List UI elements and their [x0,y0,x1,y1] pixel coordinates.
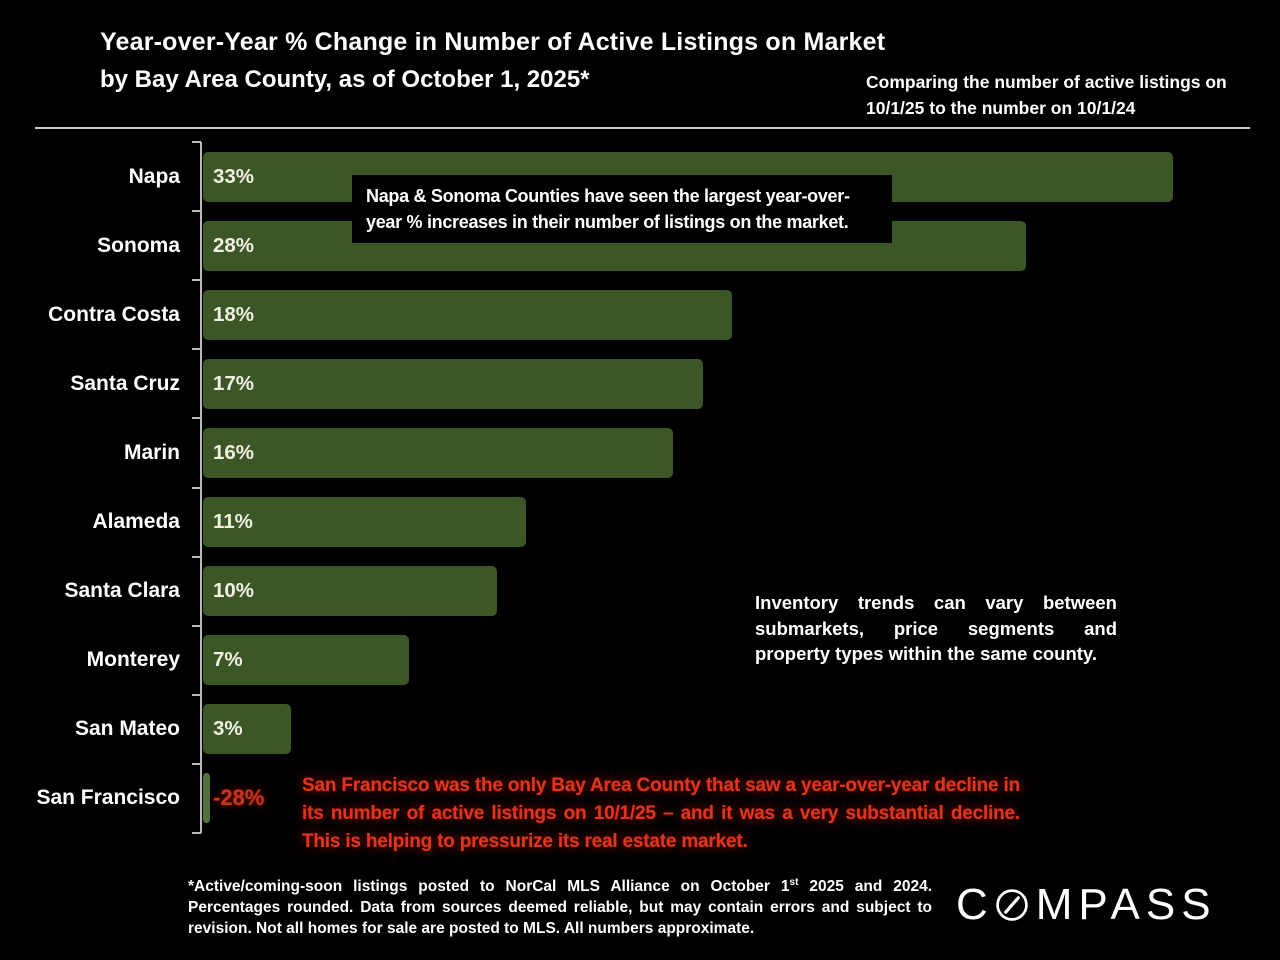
value-label: 11% [213,510,253,534]
axis-tick [192,624,201,627]
bar [203,773,210,824]
axis-tick [192,486,201,489]
category-label: San Francisco [36,786,180,810]
bar [203,497,526,548]
value-label: 7% [213,648,243,672]
compass-logo-letter-c: C [956,880,994,929]
axis-tick [192,832,201,834]
axis-tick [192,279,201,282]
page-title: Year-over-Year % Change in Number of Act… [100,28,886,56]
compass-o-icon [994,887,1030,923]
category-label: Sonoma [97,233,180,257]
value-label: 18% [213,302,255,326]
bar [203,427,673,478]
value-label: 16% [213,440,255,464]
category-label: Marin [123,440,180,464]
comparing-note: Comparing the number of active listings … [866,72,1227,118]
footnote: *Active/coming-soon listings posted to N… [188,876,932,939]
category-label: Monterey [86,648,180,672]
value-label: 33% [213,164,255,188]
page-subtitle: by Bay Area County, as of October 1, 202… [100,66,590,93]
category-label: Napa [128,164,180,188]
value-label: -28% [213,785,265,811]
axis-tick [192,348,201,351]
value-label: 17% [213,371,255,395]
inventory-note: Inventory trends can vary between submar… [755,592,1117,664]
bar [203,358,703,409]
value-label: 10% [213,579,255,603]
bar [203,566,497,617]
compass-logo: C MPASS [956,879,1217,931]
header-divider [35,127,1250,129]
axis-tick [192,693,201,696]
bar [203,704,291,755]
category-label: San Mateo [74,717,180,741]
value-label: 28% [213,233,255,257]
footnote-text-start: *Active/coming-soon listings posted to N… [188,878,790,895]
san-francisco-note: San Francisco was the only Bay Area Coun… [302,775,1020,852]
axis-tick [192,762,201,765]
axis-tick [192,141,201,143]
footnote-text-end: 2025 and 2024. Percentages rounded. Data… [188,878,933,937]
axis-tick [192,210,201,213]
category-label: Contra Costa [48,302,180,326]
compass-logo-letters: MPASS [1035,880,1217,929]
axis-tick [192,555,201,558]
category-label: Santa Clara [64,579,180,603]
y-axis-line [200,142,202,833]
napa-sonoma-callout: Napa & Sonoma Counties have seen the lar… [352,175,892,243]
category-label: Alameda [92,510,180,534]
axis-tick [192,417,201,420]
footnote-superscript: st [789,876,799,888]
bar [203,635,409,686]
bar [203,289,732,340]
category-label: Santa Cruz [70,371,180,395]
value-label: 3% [213,717,243,741]
